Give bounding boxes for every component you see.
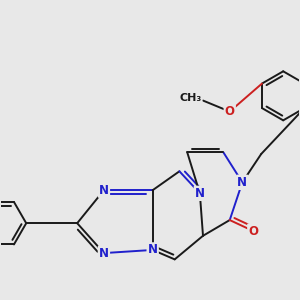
Text: N: N: [195, 187, 205, 200]
Text: N: N: [99, 184, 109, 197]
Text: O: O: [225, 105, 235, 118]
Text: N: N: [99, 247, 109, 260]
Text: CH₃: CH₃: [179, 93, 201, 103]
Text: O: O: [248, 225, 258, 238]
Text: N: N: [148, 243, 158, 256]
Text: N: N: [237, 176, 247, 189]
